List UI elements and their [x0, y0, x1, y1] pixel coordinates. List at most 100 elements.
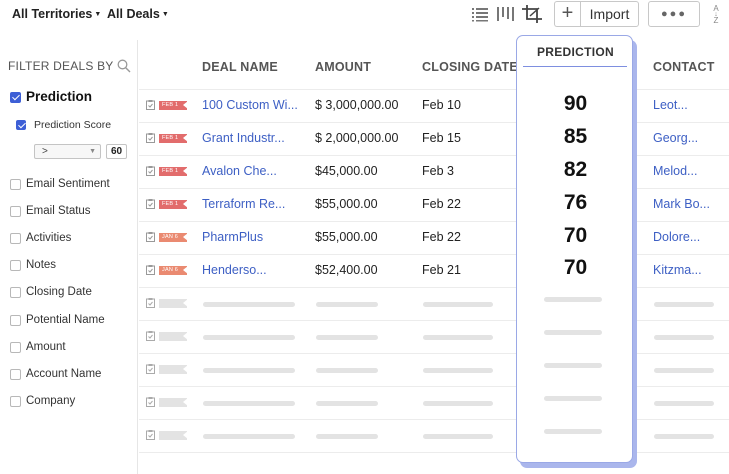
filter-checkbox-email-status[interactable]	[10, 206, 21, 217]
table-row[interactable]: JAN 6 Henderso... $52,400.00 Feb 21 Kitz…	[139, 254, 729, 287]
table-row[interactable]: FEB 1 100 Custom Wi... $ 3,000,000.00 Fe…	[139, 89, 729, 122]
deal-name-link[interactable]: 100 Custom Wi...	[202, 98, 298, 112]
row-divider	[139, 419, 729, 420]
deal-name-link[interactable]: Avalon Che...	[202, 164, 277, 178]
crop-chart-icon[interactable]	[521, 4, 543, 24]
sort-az-icon[interactable]: A ↓ Z	[708, 5, 724, 25]
column-header-contact[interactable]: CONTACT	[653, 60, 715, 74]
territory-dropdown-label: All Territories	[12, 7, 93, 21]
filter-label-closing-date[interactable]: Closing Date	[26, 286, 92, 298]
deal-name-link[interactable]: PharmPlus	[202, 230, 264, 244]
placeholder-tag	[159, 365, 188, 374]
prediction-score: 90	[563, 92, 588, 115]
placeholder-bar	[654, 368, 714, 373]
kanban-view-icon[interactable]	[494, 4, 516, 24]
prediction-column: PREDICTION 90 85 82 76 70 70	[516, 35, 633, 463]
placeholder-bar	[316, 368, 378, 373]
prediction-score-checkbox[interactable]	[16, 120, 26, 130]
prediction-score-label[interactable]: Prediction Score	[34, 119, 112, 131]
filter-label-email-status[interactable]: Email Status	[26, 205, 91, 217]
deal-name-link[interactable]: Grant Industr...	[202, 131, 285, 145]
contact-link[interactable]: Dolore...	[653, 230, 701, 244]
table-row[interactable]: JAN 6 PharmPlus $55,000.00 Feb 22 Dolore…	[139, 221, 729, 254]
prediction-checkbox[interactable]	[10, 92, 21, 103]
row-divider	[139, 188, 729, 189]
placeholder-bar	[423, 335, 493, 340]
contact-link[interactable]: Mark Bo...	[653, 197, 710, 211]
score-value-input[interactable]: 60	[106, 144, 127, 159]
add-deal-button[interactable]: +	[554, 1, 580, 27]
placeholder-bar	[203, 434, 295, 439]
placeholder-bar	[316, 302, 378, 307]
table-row[interactable]: FEB 1 Avalon Che... $45,000.00 Feb 3 Mel…	[139, 155, 729, 188]
plus-icon: +	[561, 2, 574, 24]
row-divider	[139, 386, 729, 387]
score-operator-select[interactable]: > ▼	[34, 144, 101, 159]
filter-label-amount[interactable]: Amount	[26, 341, 66, 353]
filter-checkbox-account-name[interactable]	[10, 369, 21, 380]
placeholder-row	[139, 419, 729, 452]
more-options-button[interactable]: ●●●	[648, 1, 700, 27]
filter-checkbox-email-sentiment[interactable]	[10, 179, 21, 190]
task-icon[interactable]	[146, 166, 155, 176]
task-icon[interactable]	[146, 199, 155, 209]
table-row[interactable]: FEB 1 Terraform Re... $55,000.00 Feb 22 …	[139, 188, 729, 221]
import-button[interactable]: Import	[580, 1, 639, 27]
contact-link[interactable]: Leot...	[653, 98, 688, 112]
amount-cell: $45,000.00	[315, 164, 378, 178]
deal-name-link[interactable]: Henderso...	[202, 263, 267, 277]
filter-checkbox-closing-date[interactable]	[10, 287, 21, 298]
prediction-filter-label[interactable]: Prediction	[26, 89, 93, 104]
placeholder-bar	[544, 396, 602, 401]
column-header-deal-name[interactable]: DEAL NAME	[202, 60, 278, 74]
filter-label-potential-name[interactable]: Potential Name	[26, 314, 105, 326]
placeholder-row	[139, 287, 729, 320]
filter-checkbox-amount[interactable]	[10, 342, 21, 353]
contact-link[interactable]: Melod...	[653, 164, 698, 178]
placeholder-bar	[654, 335, 714, 340]
placeholder-tag	[159, 398, 188, 407]
filter-label-company[interactable]: Company	[26, 395, 76, 407]
column-header-closing-date[interactable]: CLOSING DATE	[422, 60, 518, 74]
task-icon[interactable]	[146, 133, 155, 143]
score-operator-value: >	[42, 146, 48, 157]
filter-label-activities[interactable]: Activities	[26, 232, 72, 244]
sort-label-a: A	[713, 4, 719, 13]
filter-checkbox-potential-name[interactable]	[10, 315, 21, 326]
deals-table: DEAL NAME AMOUNT CLOSING DATE CONTACT FE…	[139, 35, 729, 474]
placeholder-bar	[203, 302, 295, 307]
filter-checkbox-notes[interactable]	[10, 260, 21, 271]
filter-label-email-sentiment[interactable]: Email Sentiment	[26, 178, 110, 190]
prediction-score: 70	[563, 256, 588, 279]
task-icon[interactable]	[146, 265, 155, 275]
table-row[interactable]: FEB 1 Grant Industr... $ 2,000,000.00 Fe…	[139, 122, 729, 155]
amount-cell: $ 2,000,000.00	[315, 131, 399, 145]
contact-link[interactable]: Kitzma...	[653, 263, 702, 277]
filter-heading: FILTER DEALS BY	[8, 59, 114, 73]
deals-view-dropdown[interactable]: All Deals ▼	[107, 7, 169, 21]
contact-link[interactable]: Georg...	[653, 131, 699, 145]
task-icon[interactable]	[146, 232, 155, 242]
prediction-header-underline	[523, 66, 627, 67]
sort-arrow-icon: ↓	[714, 11, 718, 18]
filter-checkbox-company[interactable]	[10, 396, 21, 407]
filter-label-account-name[interactable]: Account Name	[26, 368, 102, 380]
column-header-amount[interactable]: AMOUNT	[315, 60, 372, 74]
territory-dropdown[interactable]: All Territories ▼	[12, 7, 101, 21]
amount-cell: $ 3,000,000.00	[315, 98, 399, 112]
filter-label-notes[interactable]: Notes	[26, 259, 57, 271]
search-icon[interactable]	[117, 59, 131, 73]
placeholder-tag	[159, 431, 188, 440]
closing-date-cell: Feb 21	[422, 263, 461, 277]
date-tag: FEB 1	[159, 134, 188, 143]
chevron-down-icon: ▼	[94, 11, 102, 18]
deal-name-link[interactable]: Terraform Re...	[202, 197, 286, 211]
task-icon[interactable]	[146, 100, 155, 110]
placeholder-bar	[316, 335, 378, 340]
column-header-prediction[interactable]: PREDICTION	[536, 45, 614, 59]
filter-checkbox-activities[interactable]	[10, 233, 21, 244]
placeholder-bar	[316, 401, 378, 406]
task-icon	[146, 364, 155, 374]
row-divider	[139, 320, 729, 321]
list-view-icon[interactable]	[469, 4, 491, 24]
